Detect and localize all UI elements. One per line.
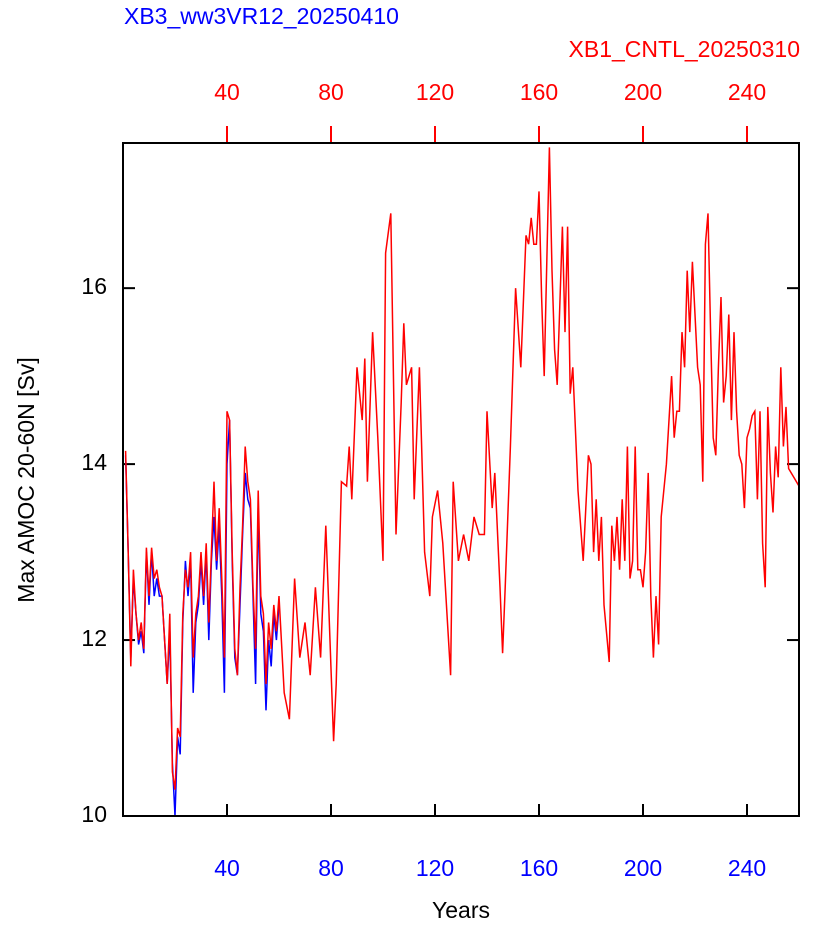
x2-tick-label: 200	[624, 79, 662, 105]
plot-frame	[122, 142, 800, 817]
y-tick-label: 16	[81, 273, 107, 299]
x2-tick-label: 120	[416, 79, 454, 105]
y-axis-label: Max AMOC 20-60N [Sv]	[13, 357, 39, 602]
x-tick-label: 120	[416, 855, 454, 881]
x-tick-label: 80	[318, 855, 344, 881]
x2-tick-label: 160	[520, 79, 558, 105]
y-tick-label: 10	[81, 801, 107, 827]
x2-tick-label: 40	[214, 79, 240, 105]
series-line	[124, 147, 800, 790]
x2-tick-label: 240	[728, 79, 766, 105]
x-axis-label: Years	[432, 897, 490, 923]
x-tick-label: 160	[520, 855, 558, 881]
chart-title-2: XB1_CNTL_20250310	[569, 36, 800, 62]
x-tick-label: 200	[624, 855, 662, 881]
x-tick-label: 40	[214, 855, 240, 881]
chart-title: XB3_ww3VR12_20250410	[124, 3, 399, 29]
x-tick-label: 240	[728, 855, 766, 881]
x2-tick-label: 80	[318, 79, 344, 105]
y-tick-label: 12	[81, 625, 107, 651]
y-tick-label: 14	[81, 449, 107, 475]
